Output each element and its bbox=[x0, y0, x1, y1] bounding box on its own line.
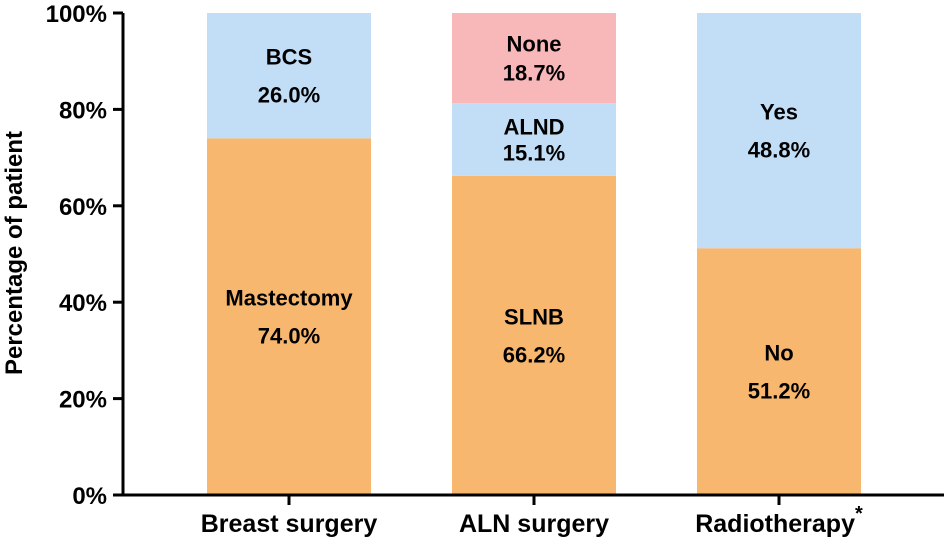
segment-value-radiotherapy-yes: 48.8% bbox=[748, 138, 810, 163]
segment-name-aln-surgery-slnb: SLNB bbox=[504, 304, 564, 329]
y-tick-label-40: 40% bbox=[59, 290, 107, 317]
y-tick-label-80: 80% bbox=[59, 97, 107, 124]
segment-value-aln-surgery-alnd: 15.1% bbox=[503, 141, 565, 166]
segment-name-aln-surgery-alnd: ALND bbox=[503, 115, 564, 140]
segment-name-radiotherapy-no: No bbox=[764, 341, 793, 366]
y-axis-label: Percentage of patient bbox=[1, 131, 28, 375]
x-tick-label-breast-surgery: Breast surgery bbox=[201, 510, 378, 538]
y-tick-label-0: 0% bbox=[72, 483, 107, 510]
bar-segment-breast-surgery-mastectomy bbox=[207, 138, 371, 495]
segment-value-breast-surgery-mastectomy: 74.0% bbox=[258, 324, 320, 349]
bar-segment-aln-surgery-alnd bbox=[452, 103, 616, 176]
bar-segment-breast-surgery-bcs bbox=[207, 13, 371, 139]
bar-segment-aln-surgery-slnb bbox=[452, 175, 616, 495]
bars-layer bbox=[207, 13, 861, 495]
y-tick-label-100: 100% bbox=[46, 1, 107, 28]
bar-segment-radiotherapy-yes bbox=[697, 13, 861, 249]
x-ticks-layer: Breast surgery ALN surgery Radiotherapy* bbox=[201, 495, 863, 538]
y-tick-label-20: 20% bbox=[59, 387, 107, 414]
y-tick-label-60: 60% bbox=[59, 194, 107, 221]
bar-segment-aln-surgery-none bbox=[452, 13, 616, 104]
bar-segment-radiotherapy-no bbox=[697, 248, 861, 495]
x-tick-annotation-radiotherapy: * bbox=[855, 503, 863, 525]
y-ticks-layer: 0% 20% 40% 60% 80% 100% bbox=[46, 1, 123, 510]
segment-labels-layer: Mastectomy 74.0% BCS 26.0% SLNB 66.2% ALND15.1… bbox=[225, 32, 810, 404]
segment-name-radiotherapy-yes: Yes bbox=[760, 100, 798, 125]
x-tick-label-radiotherapy: Radiotherapy* bbox=[695, 503, 863, 538]
segment-value-radiotherapy-no: 51.2% bbox=[748, 379, 810, 404]
segment-value-aln-surgery-none: 18.7% bbox=[503, 60, 565, 85]
segment-value-aln-surgery-slnb: 66.2% bbox=[503, 342, 565, 367]
segment-value-breast-surgery-bcs: 26.0% bbox=[258, 83, 320, 108]
x-tick-label-aln-surgery: ALN surgery bbox=[459, 510, 609, 538]
segment-name-aln-surgery-none: None bbox=[507, 32, 562, 57]
segment-name-breast-surgery-bcs: BCS bbox=[266, 45, 312, 70]
segment-name-breast-surgery-mastectomy: Mastectomy bbox=[225, 286, 353, 311]
